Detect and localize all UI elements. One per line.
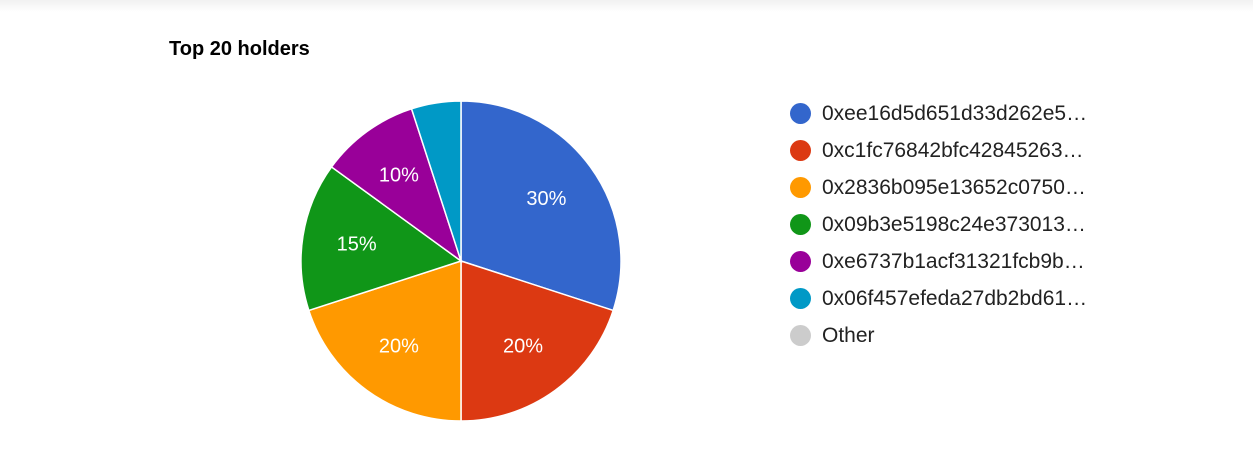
legend-label: 0x09b3e5198c24e373013… bbox=[822, 212, 1086, 236]
legend-swatch-icon bbox=[790, 177, 811, 198]
legend-label: 0xe6737b1acf31321fcb9b… bbox=[822, 249, 1085, 273]
legend-swatch-icon bbox=[790, 325, 811, 346]
legend-item-0[interactable]: 0xee16d5d651d33d262e5… bbox=[790, 95, 1120, 132]
legend-swatch-icon bbox=[790, 251, 811, 272]
pie-slice-label-3: 15% bbox=[337, 233, 377, 255]
legend-item-4[interactable]: 0xe6737b1acf31321fcb9b… bbox=[790, 243, 1120, 280]
legend-label: Other bbox=[822, 323, 875, 347]
pie-slice-label-0: 30% bbox=[526, 188, 566, 210]
pie-slice-label-2: 20% bbox=[379, 335, 419, 357]
top-shadow bbox=[0, 0, 1253, 12]
pie-slice-4[interactable] bbox=[330, 107, 463, 263]
legend-label: 0xee16d5d651d33d262e5… bbox=[822, 101, 1088, 125]
legend-item-2[interactable]: 0x2836b095e13652c0750… bbox=[790, 169, 1120, 206]
pie-slice-3[interactable] bbox=[300, 165, 463, 312]
pie-slice-0[interactable] bbox=[460, 100, 622, 312]
pie-slice-2[interactable] bbox=[307, 259, 462, 422]
legend-label: 0x06f457efeda27db2bd61… bbox=[822, 286, 1088, 310]
legend-swatch-icon bbox=[790, 103, 811, 124]
legend-item-1[interactable]: 0xc1fc76842bfc42845263… bbox=[790, 132, 1120, 169]
chart-title: Top 20 holders bbox=[169, 38, 310, 60]
pie-slice-5[interactable] bbox=[410, 100, 462, 262]
pie-slices bbox=[300, 100, 622, 422]
legend-item-6[interactable]: Other bbox=[790, 317, 1120, 354]
legend-swatch-icon bbox=[790, 140, 811, 161]
legend-item-3[interactable]: 0x09b3e5198c24e373013… bbox=[790, 206, 1120, 243]
legend-swatch-icon bbox=[790, 288, 811, 309]
pie-slice-label-1: 20% bbox=[503, 335, 543, 357]
legend-label: 0x2836b095e13652c0750… bbox=[822, 175, 1086, 199]
pie-slice-label-4: 10% bbox=[379, 165, 419, 187]
legend-item-5[interactable]: 0x06f457efeda27db2bd61… bbox=[790, 280, 1120, 317]
legend-swatch-icon bbox=[790, 214, 811, 235]
chart-legend: 0xee16d5d651d33d262e5… 0xc1fc76842bfc4284… bbox=[790, 95, 1120, 354]
pie-slice-labels: 30% 20% 20% 15% 10% bbox=[337, 165, 567, 358]
legend-label: 0xc1fc76842bfc42845263… bbox=[822, 138, 1084, 162]
pie-slice-1[interactable] bbox=[460, 259, 615, 422]
